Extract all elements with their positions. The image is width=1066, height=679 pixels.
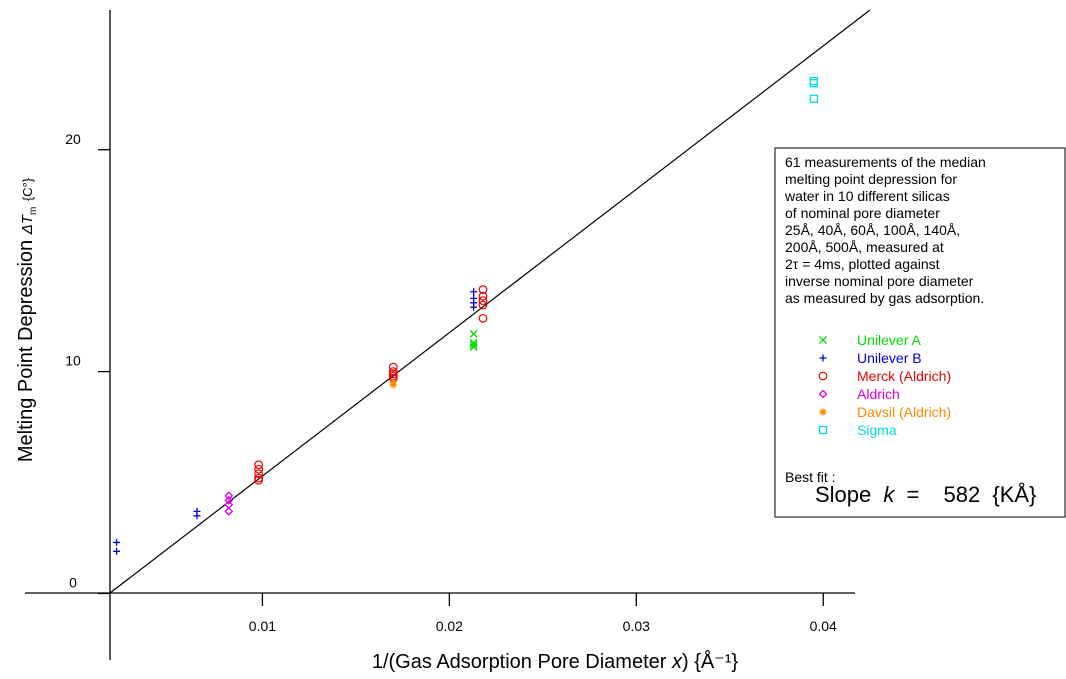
point — [388, 367, 398, 377]
legend-label: Davsil (Aldrich) — [857, 404, 951, 420]
point — [193, 512, 201, 520]
point — [254, 469, 264, 479]
x-tick-label: 0.04 — [810, 618, 837, 634]
point — [254, 460, 264, 470]
legend-marker — [818, 425, 828, 435]
point — [469, 343, 478, 352]
x-title-var: x — [671, 651, 683, 673]
y-tick-label: 0 — [69, 574, 77, 590]
point — [809, 94, 819, 103]
x-tick-label: 0.01 — [249, 618, 276, 634]
slope-symbol: k — [883, 482, 895, 507]
annotation-line: of nominal pore diameter — [785, 205, 940, 221]
legend-marker — [818, 389, 828, 399]
point — [469, 329, 478, 338]
slope-label: Slope — [815, 482, 871, 507]
slope-value: 582 — [944, 482, 981, 507]
slope-unit: {KÅ} — [992, 482, 1036, 507]
y-title-sub: m — [28, 207, 39, 215]
x-axis-title: 1/(Gas Adsorption Pore Diameter x) {Å⁻¹} — [372, 650, 739, 673]
point — [809, 76, 819, 86]
fit-label: Best fit : — [785, 469, 836, 485]
point — [478, 313, 488, 323]
point — [478, 300, 488, 310]
point — [388, 362, 398, 372]
legend-label: Aldrich — [857, 386, 900, 402]
legend-label: Unilever A — [857, 332, 921, 348]
point — [478, 285, 488, 294]
point — [470, 288, 478, 296]
point — [113, 538, 121, 546]
annotation-line: melting point depression for — [785, 171, 957, 187]
y-axis-title: Melting Point Depression ΔTm {C°} — [15, 177, 41, 462]
y-title-unit: {C°} — [20, 177, 35, 201]
legend-box — [774, 147, 1066, 518]
point — [809, 79, 819, 88]
legend-marker — [819, 354, 827, 362]
point — [469, 341, 478, 349]
annotation-line: 2τ = 4ms, plotted against — [785, 256, 940, 272]
point — [254, 464, 264, 474]
point — [470, 303, 478, 311]
point — [224, 491, 234, 501]
slope-eq: = — [907, 482, 920, 507]
legend-label: Unilever B — [857, 350, 922, 366]
point — [224, 506, 234, 516]
point — [478, 291, 488, 301]
legend-marker — [819, 336, 827, 344]
slope-text: Slope k = 582 {KÅ} — [815, 482, 1036, 507]
point — [389, 379, 397, 387]
annotation-line: inverse nominal pore diameter — [785, 273, 974, 289]
point — [254, 475, 264, 485]
annotation-line: 200Å, 500Å, measured at — [785, 239, 944, 255]
x-title-end: ) {Å⁻¹} — [682, 650, 738, 673]
annotation-line: water in 10 different silicas — [784, 188, 950, 204]
legend-label: Merck (Aldrich) — [857, 368, 951, 384]
point — [113, 547, 121, 555]
annotation-line: 61 measurements of the median — [785, 154, 986, 170]
y-title-main: Melting Point Depression — [15, 240, 37, 462]
point — [224, 495, 234, 505]
y-title-symbol: ΔT — [19, 213, 36, 235]
fit-line — [109, 9, 871, 594]
legend-marker — [818, 371, 828, 381]
x-tick-label: 0.02 — [436, 618, 463, 634]
point — [254, 473, 264, 483]
point — [478, 296, 488, 306]
legend-marker — [819, 408, 827, 416]
point — [388, 369, 398, 379]
legend-label: Sigma — [857, 422, 897, 438]
annotation-line: 25Å, 40Å, 60Å, 100Å, 140Å, — [785, 222, 960, 238]
y-tick-label: 10 — [65, 353, 81, 369]
y-tick-label: 20 — [65, 131, 81, 147]
x-tick-label: 0.03 — [623, 618, 650, 634]
annotation-line: as measured by gas adsorption. — [785, 290, 984, 306]
x-title-start: 1/(Gas Adsorption Pore Diameter — [372, 651, 667, 673]
